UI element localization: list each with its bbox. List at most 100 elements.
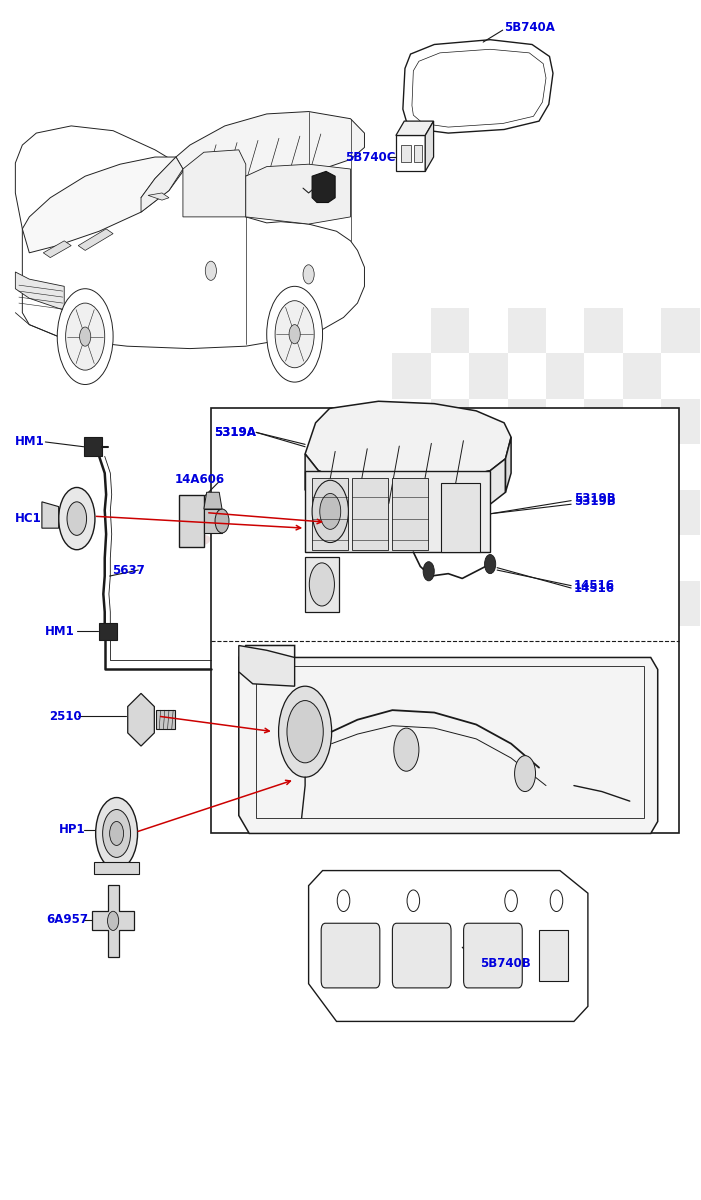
Bar	[414, 145, 423, 162]
Bar	[661, 581, 700, 626]
Polygon shape	[156, 710, 175, 730]
Circle shape	[337, 890, 350, 912]
Bar	[546, 626, 585, 672]
Bar	[94, 862, 139, 874]
Circle shape	[205, 262, 217, 281]
Polygon shape	[505, 437, 511, 492]
Circle shape	[505, 890, 517, 912]
Bar	[622, 626, 661, 672]
Text: 14516: 14516	[574, 580, 615, 592]
Polygon shape	[305, 557, 339, 612]
Circle shape	[515, 756, 536, 792]
Bar	[661, 308, 700, 353]
Bar	[622, 444, 661, 490]
Text: car parts: car parts	[217, 566, 317, 586]
Circle shape	[289, 325, 300, 343]
Text: scuderia: scuderia	[193, 522, 340, 551]
Text: 14516: 14516	[574, 582, 615, 594]
Polygon shape	[42, 502, 59, 528]
Polygon shape	[92, 884, 134, 956]
Polygon shape	[441, 482, 479, 552]
Circle shape	[394, 728, 419, 772]
Bar	[622, 353, 661, 398]
Circle shape	[312, 480, 348, 542]
Text: HC1: HC1	[15, 512, 42, 526]
Bar	[546, 353, 585, 398]
Text: HM1: HM1	[45, 625, 74, 637]
Polygon shape	[176, 112, 365, 176]
Polygon shape	[403, 40, 553, 133]
Polygon shape	[305, 454, 505, 516]
Circle shape	[109, 822, 123, 846]
Text: 14A606: 14A606	[175, 473, 225, 486]
Circle shape	[57, 289, 113, 384]
Bar	[585, 308, 622, 353]
Bar	[393, 626, 431, 672]
Bar	[469, 626, 508, 672]
Text: HM1: HM1	[15, 436, 45, 449]
Polygon shape	[239, 646, 658, 834]
Polygon shape	[312, 478, 348, 550]
Bar	[546, 535, 585, 581]
Circle shape	[550, 890, 563, 912]
FancyBboxPatch shape	[463, 923, 522, 988]
Polygon shape	[183, 150, 246, 217]
Bar	[431, 398, 469, 444]
Circle shape	[423, 562, 435, 581]
Circle shape	[287, 701, 323, 763]
Polygon shape	[141, 157, 183, 212]
Polygon shape	[148, 193, 169, 200]
Bar	[661, 490, 700, 535]
Polygon shape	[22, 157, 183, 253]
Text: HP1: HP1	[59, 823, 86, 836]
Circle shape	[102, 810, 130, 858]
Bar	[508, 308, 546, 353]
Polygon shape	[312, 172, 335, 203]
Polygon shape	[396, 121, 434, 136]
Polygon shape	[392, 478, 428, 550]
Polygon shape	[305, 401, 511, 482]
Circle shape	[59, 487, 95, 550]
Bar	[431, 490, 469, 535]
FancyBboxPatch shape	[393, 923, 451, 988]
Circle shape	[266, 287, 322, 382]
Bar	[469, 535, 508, 581]
Bar	[585, 490, 622, 535]
Circle shape	[80, 328, 90, 346]
Text: 5319A: 5319A	[214, 426, 256, 439]
Bar	[402, 145, 411, 162]
Circle shape	[407, 890, 420, 912]
Circle shape	[66, 304, 104, 370]
Circle shape	[309, 563, 334, 606]
Text: 6A957: 6A957	[46, 913, 88, 926]
Polygon shape	[352, 478, 388, 550]
Polygon shape	[305, 470, 490, 552]
Text: 5319B: 5319B	[574, 496, 615, 509]
Bar	[393, 444, 431, 490]
Bar	[585, 398, 622, 444]
Polygon shape	[308, 870, 588, 1021]
Circle shape	[67, 502, 86, 535]
Bar	[622, 535, 661, 581]
Bar	[469, 353, 508, 398]
Polygon shape	[179, 494, 204, 547]
Polygon shape	[15, 126, 365, 348]
Bar	[469, 444, 508, 490]
Bar	[585, 581, 622, 626]
Bar	[393, 353, 431, 398]
Text: 5B740A: 5B740A	[504, 22, 555, 35]
Polygon shape	[15, 272, 64, 311]
Circle shape	[107, 911, 118, 930]
Bar	[431, 581, 469, 626]
Polygon shape	[79, 229, 113, 251]
Circle shape	[275, 301, 314, 367]
Circle shape	[484, 554, 496, 574]
Text: 5637: 5637	[111, 564, 144, 576]
Text: 5319A: 5319A	[214, 426, 256, 439]
Polygon shape	[246, 164, 350, 224]
Polygon shape	[396, 136, 426, 172]
Circle shape	[95, 798, 137, 869]
Bar	[661, 398, 700, 444]
Bar	[431, 308, 469, 353]
Bar	[508, 490, 546, 535]
